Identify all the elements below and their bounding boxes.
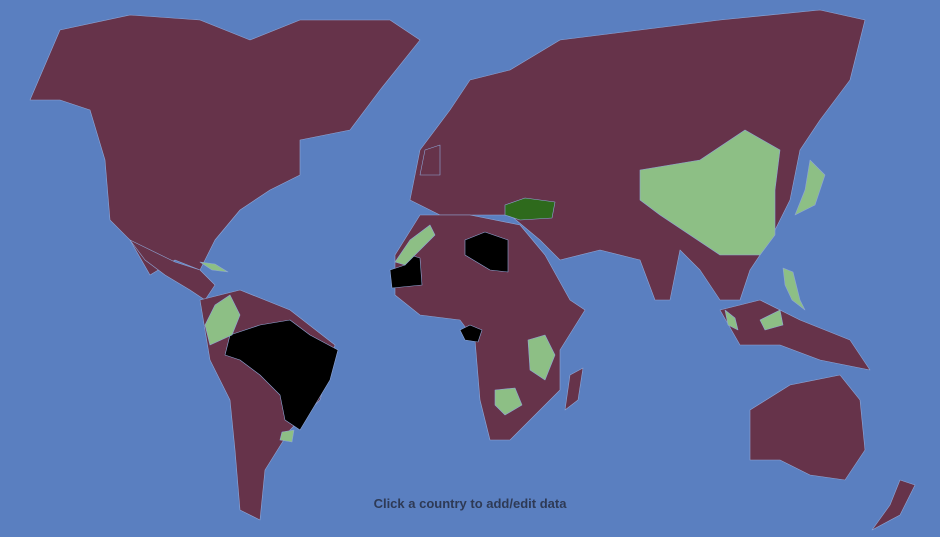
country-canada-usa-greenland[interactable]: [29, 14, 421, 276]
country-libya[interactable]: [464, 231, 509, 273]
country-madagascar[interactable]: [564, 367, 584, 411]
country-malaysia[interactable]: [724, 309, 784, 331]
country-china[interactable]: [639, 129, 781, 256]
country-morocco[interactable]: [394, 224, 436, 266]
country-cuba[interactable]: [199, 261, 229, 273]
instruction-text: Click a country to add/edit data: [373, 496, 567, 511]
country-uruguay[interactable]: [279, 429, 295, 443]
country-philippines[interactable]: [782, 267, 806, 311]
country-africa[interactable]: [394, 214, 586, 441]
country-botswana[interactable]: [494, 387, 523, 416]
country-gabon[interactable]: [459, 324, 483, 343]
country-turkey[interactable]: [504, 197, 556, 221]
country-japan[interactable]: [794, 159, 826, 216]
country-tanzania[interactable]: [527, 334, 556, 381]
country-southeast-asia-islands[interactable]: [719, 299, 871, 371]
country-uk[interactable]: [419, 144, 441, 176]
country-brazil[interactable]: [224, 319, 339, 431]
country-new-zealand[interactable]: [871, 479, 916, 531]
country-colombia[interactable]: [204, 294, 241, 346]
country-australia[interactable]: [749, 374, 866, 481]
